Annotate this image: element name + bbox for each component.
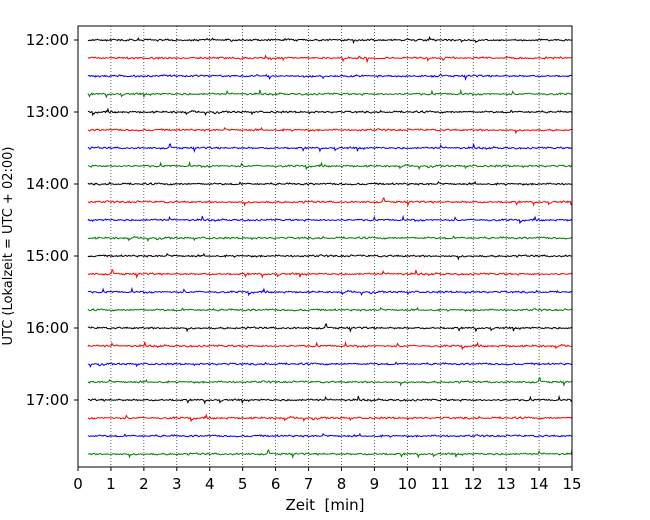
x-tick-label: 1 [106,475,116,493]
x-tick-label: 6 [271,475,281,493]
seismic-trace [87,197,573,208]
y-axis: 12:00 13:00 14:00 15:00 16:00 17:00 [26,31,78,409]
x-tick-label: 15 [562,475,581,493]
seismic-trace [87,107,573,117]
x-tick-label: 11 [431,475,450,493]
x-tick-label: 5 [238,475,248,493]
x-tick-label: 0 [73,475,83,493]
seismic-trace [87,160,572,171]
seismic-trace [87,432,573,438]
seismic-trace [87,88,573,99]
seismic-trace [87,413,573,423]
seismic-trace [87,214,573,225]
seismic-traces [87,35,573,460]
seismic-trace [87,143,572,154]
x-tick-label: 4 [205,475,215,493]
seismic-trace [87,235,573,243]
seismic-trace [87,269,573,280]
x-tick-label: 9 [370,475,380,493]
y-tick-label: 12:00 [26,31,69,49]
x-axis: 0 1 2 3 4 5 6 7 8 9 10 11 12 13 14 15 [73,467,582,493]
seismic-trace [87,54,572,64]
plot-frame [77,25,573,468]
seismic-trace [87,377,573,388]
seismic-trace [87,394,573,405]
seismic-trace [87,180,573,186]
x-tick-label: 10 [398,475,417,493]
seismic-trace [87,323,573,334]
y-tick-label: 13:00 [26,103,69,121]
seismic-trace [87,361,573,369]
y-axis-label: UTC (Lokalzeit = UTC + 02:00) [1,147,16,346]
x-tick-label: 12 [464,475,483,493]
seismic-trace [87,306,572,312]
x-tick-label: 2 [139,475,149,493]
seismic-trace [87,340,573,351]
seismic-trace [87,252,573,261]
seismic-trace [87,126,573,135]
seismic-trace [87,73,573,82]
x-tick-label: 14 [530,475,549,493]
y-tick-label: 14:00 [26,175,69,193]
y-tick-label: 15:00 [26,247,69,265]
x-axis-label: Zeit [min] [285,496,364,514]
seismic-trace [87,449,573,460]
x-tick-label: 7 [304,475,314,493]
x-tick-label: 8 [337,475,347,493]
y-tick-label: 16:00 [26,319,69,337]
x-tick-label: 13 [497,475,516,493]
seismic-trace [87,35,572,45]
x-tick-label: 3 [172,475,182,493]
seismic-trace [87,286,573,297]
y-tick-label: 17:00 [26,391,69,409]
